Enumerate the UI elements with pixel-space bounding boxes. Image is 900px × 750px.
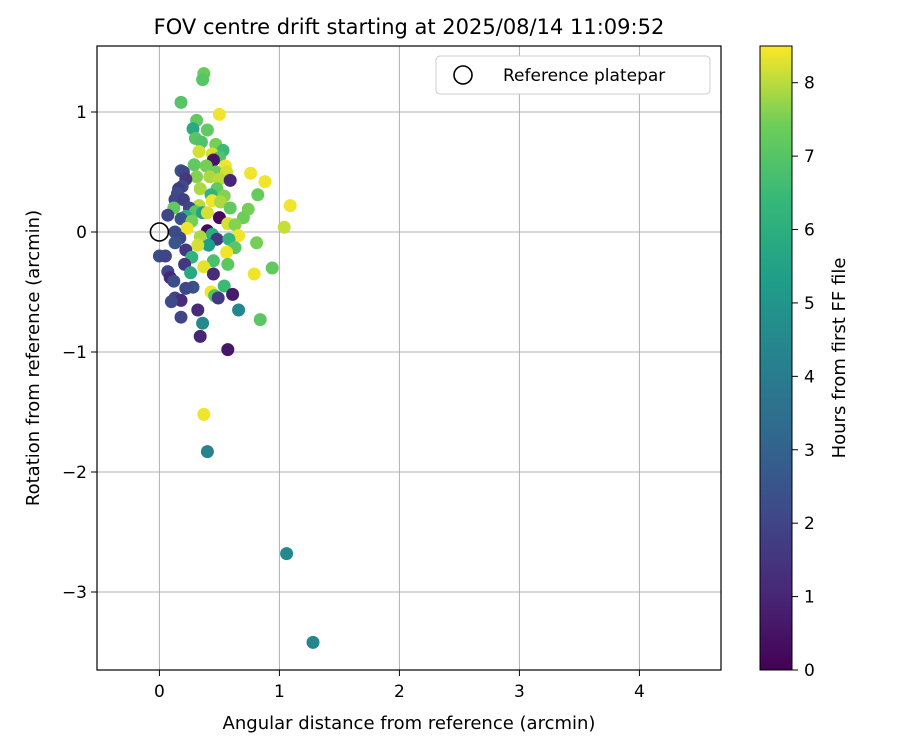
data-point xyxy=(168,236,182,250)
data-point xyxy=(196,73,210,87)
data-point xyxy=(211,291,225,305)
data-point xyxy=(196,316,210,330)
data-point xyxy=(258,175,272,189)
x-tick-label: 0 xyxy=(154,682,165,702)
x-tick-label: 2 xyxy=(394,682,405,702)
data-point xyxy=(190,170,204,184)
data-point xyxy=(199,159,213,173)
colorbar-gradient xyxy=(759,45,793,671)
data-point xyxy=(184,266,198,280)
data-point xyxy=(277,220,291,234)
data-point xyxy=(221,257,235,271)
colorbar-tick-label: 3 xyxy=(804,441,815,461)
chart-title: FOV centre drift starting at 2025/08/14 … xyxy=(154,15,665,39)
data-point xyxy=(280,547,294,561)
data-point xyxy=(251,188,265,202)
data-point xyxy=(174,95,188,109)
colorbar-tick-label: 0 xyxy=(804,661,815,681)
y-tick-label: −1 xyxy=(62,343,87,363)
data-point xyxy=(223,173,237,187)
colorbar-tick-label: 7 xyxy=(804,147,815,167)
data-point xyxy=(206,267,220,281)
x-tick-label: 4 xyxy=(634,682,645,702)
data-point xyxy=(187,158,201,172)
legend-marker-icon xyxy=(453,65,473,85)
colorbar: 0 1 2 3 4 5 6 7 8 Hours from first FF file xyxy=(759,45,850,681)
data-point xyxy=(283,199,297,213)
data-point xyxy=(250,236,264,250)
data-point xyxy=(197,407,211,421)
data-point xyxy=(200,206,214,220)
data-point xyxy=(228,218,242,232)
scatter-points xyxy=(152,67,320,649)
plot-frame xyxy=(96,45,722,671)
colorbar-tick-label: 2 xyxy=(804,514,815,534)
data-point xyxy=(174,293,188,307)
data-point xyxy=(253,313,267,327)
data-point xyxy=(265,261,279,275)
data-point xyxy=(193,182,207,196)
y-axis-label: Rotation from reference (arcmin) xyxy=(23,210,44,506)
data-point xyxy=(191,238,205,252)
data-point xyxy=(202,238,216,252)
data-point xyxy=(180,221,194,235)
x-tick-label: 1 xyxy=(274,682,285,702)
data-point xyxy=(161,208,175,222)
colorbar-tick-label: 4 xyxy=(804,367,815,387)
x-axis-label: Angular distance from reference (arcmin) xyxy=(223,713,596,734)
colorbar-tick-label: 1 xyxy=(804,588,815,608)
colorbar-label: Hours from first FF file xyxy=(829,258,850,459)
data-point xyxy=(217,279,231,293)
y-tick-label: −2 xyxy=(62,463,87,483)
y-tick-label: 1 xyxy=(76,103,87,123)
legend-entry-reference: Reference platepar xyxy=(503,66,665,86)
x-axis-ticks: 0 1 2 3 4 xyxy=(154,670,645,702)
data-point xyxy=(200,445,214,459)
data-point xyxy=(214,195,228,209)
x-tick-label: 3 xyxy=(514,682,525,702)
y-tick-label: 0 xyxy=(76,223,87,243)
legend-box xyxy=(435,55,711,95)
reference-platepar-marker xyxy=(149,222,170,242)
colorbar-tick-label: 5 xyxy=(804,294,815,314)
data-point xyxy=(247,267,261,281)
data-point xyxy=(179,281,193,295)
data-point xyxy=(206,254,220,268)
colorbar-tick-label: 8 xyxy=(804,74,815,94)
data-point xyxy=(232,303,246,317)
data-point xyxy=(174,212,188,226)
data-point xyxy=(223,201,237,215)
legend: Reference platepar xyxy=(435,55,711,95)
data-point xyxy=(226,287,240,301)
data-point xyxy=(191,303,205,317)
data-point xyxy=(167,274,181,288)
data-point xyxy=(193,329,207,343)
y-axis-ticks: 1 0 −1 −2 −3 xyxy=(62,103,97,603)
data-point xyxy=(306,635,320,649)
colorbar-tick-label: 6 xyxy=(804,221,815,241)
data-point xyxy=(174,310,188,324)
data-point xyxy=(244,166,258,180)
y-tick-label: −3 xyxy=(62,583,87,603)
data-point xyxy=(200,123,214,137)
data-point xyxy=(192,145,206,159)
data-point xyxy=(164,295,178,309)
data-point xyxy=(197,260,211,274)
data-point xyxy=(221,343,235,357)
data-point xyxy=(220,245,234,259)
data-point xyxy=(158,249,172,263)
colorbar-ticks: 0 1 2 3 4 5 6 7 8 xyxy=(792,74,815,681)
data-point xyxy=(212,107,226,121)
